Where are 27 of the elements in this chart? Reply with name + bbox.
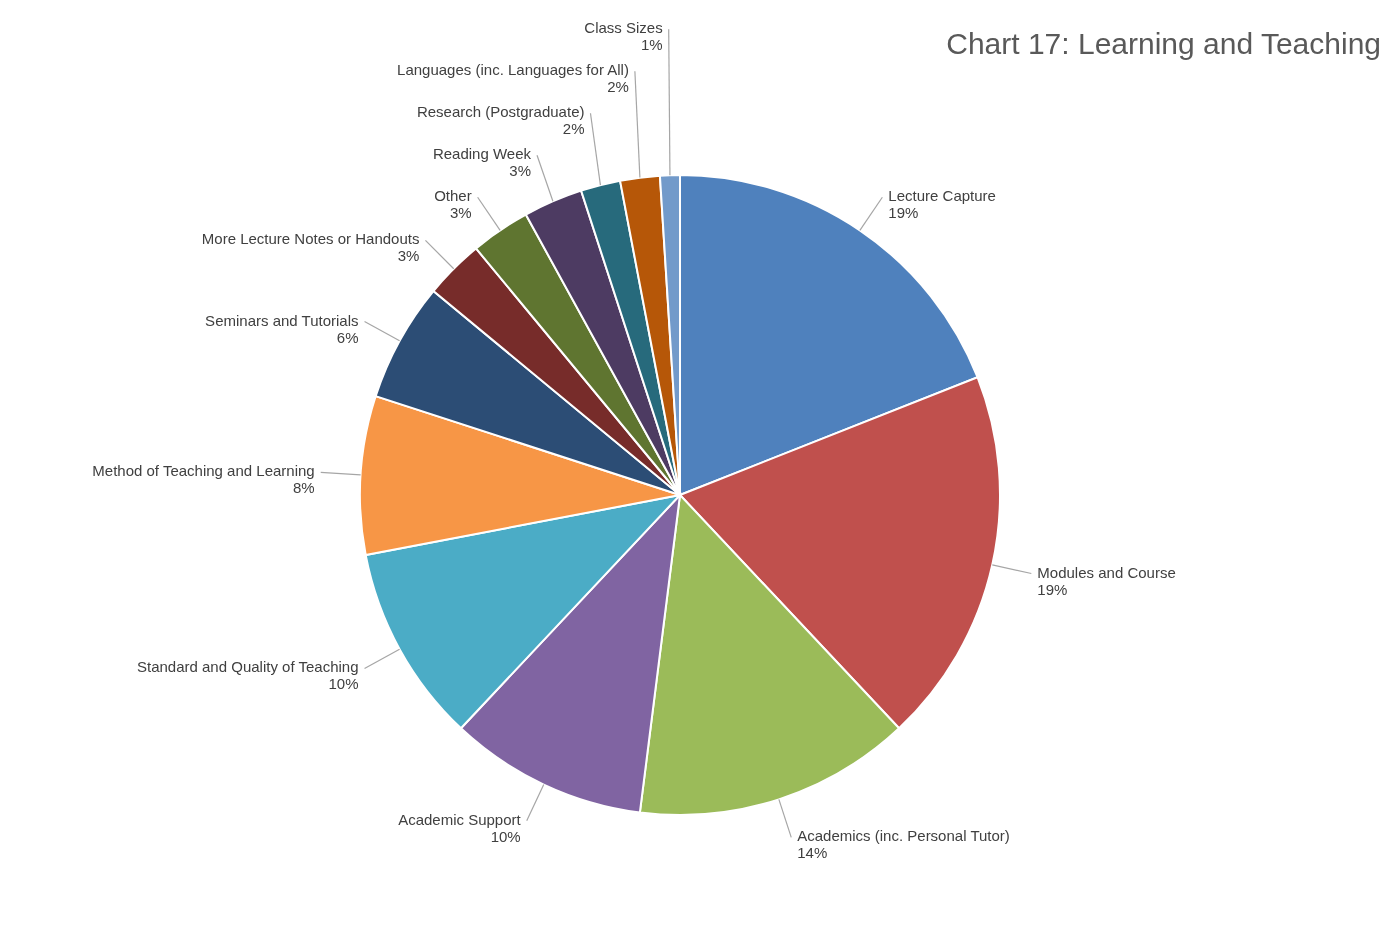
data-label: 3%: [509, 162, 532, 180]
slice-label: Academics (inc. Personal Tutor): [797, 827, 1010, 845]
data-label: 3%: [397, 247, 420, 265]
data-label: 1%: [641, 36, 663, 54]
slice-label: Other: [434, 187, 472, 205]
slice-label: Method of Teaching and Learning: [92, 462, 315, 480]
data-label: 19%: [1037, 580, 1068, 598]
slice-label: Reading Week: [432, 145, 532, 163]
slice-label: Modules and Course: [1037, 563, 1176, 581]
slice-label: Class Sizes: [584, 19, 663, 37]
slice-label: Lecture Capture: [888, 187, 996, 205]
data-label: 8%: [293, 479, 315, 497]
chart-title: Chart 17: Learning and Teaching: [946, 27, 1381, 60]
data-label: 19%: [888, 204, 919, 222]
data-label: 6%: [336, 328, 359, 346]
data-label: 3%: [449, 204, 472, 222]
slice-label: Seminars and Tutorials: [205, 311, 359, 329]
data-label: 14%: [797, 844, 828, 862]
data-label: 10%: [490, 827, 521, 845]
data-label: 2%: [607, 78, 629, 96]
slice-label: Standard and Quality of Teaching: [136, 658, 359, 676]
slice-label: Research (Postgraduate): [416, 103, 585, 121]
data-label: 10%: [328, 675, 359, 693]
slice-label: Academic Support: [398, 810, 522, 828]
data-label: 2%: [562, 120, 585, 138]
slice-label: Languages (inc. Languages for All): [397, 61, 629, 79]
slice-label: More Lecture Notes or Handouts: [201, 230, 420, 248]
